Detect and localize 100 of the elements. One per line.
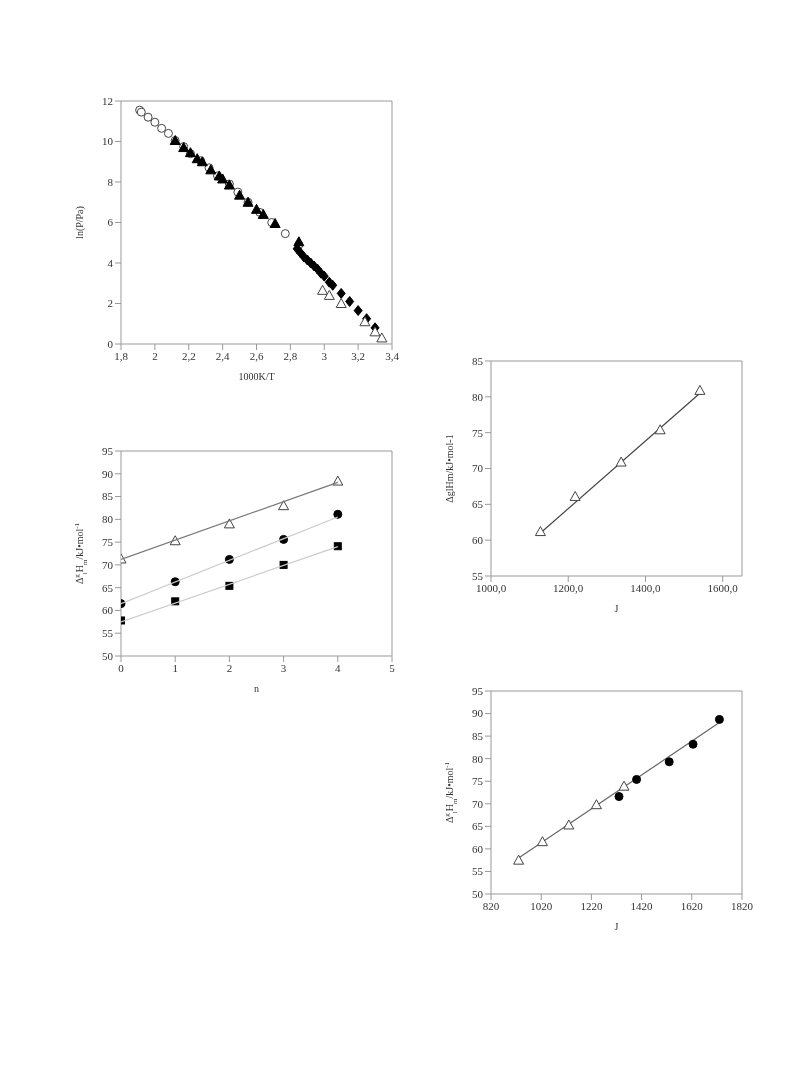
x-tick-label: 1820 <box>731 899 754 912</box>
x-tick-label: 1620 <box>680 899 704 912</box>
y-tick-label: 80 <box>102 513 114 526</box>
y-tick-label: 55 <box>472 569 484 582</box>
x-tick-label: 1000,0 <box>475 581 507 594</box>
point <box>569 490 581 501</box>
y-tick-label: 55 <box>472 865 484 878</box>
point <box>223 518 235 529</box>
y-tick-label: 90 <box>102 467 114 480</box>
y-tick-label: 60 <box>472 842 484 855</box>
x-tick-label: 2,2 <box>181 349 196 362</box>
point <box>336 287 346 299</box>
x-tick-label: 1,8 <box>114 349 129 362</box>
point <box>317 284 329 295</box>
y-tick-label: 70 <box>472 797 484 810</box>
point <box>217 173 229 184</box>
point <box>513 854 525 865</box>
x-tick-label: 3,2 <box>351 349 365 362</box>
y-tick-label: 10 <box>102 135 114 148</box>
point <box>376 332 388 343</box>
point <box>590 799 602 810</box>
y-tick-label: 85 <box>472 354 484 367</box>
x-tick-label: 5 <box>389 661 396 674</box>
x-tick-label: 4 <box>335 661 342 674</box>
x-axis-title: n <box>254 683 259 694</box>
point <box>654 424 666 435</box>
y-tick-label: 75 <box>102 536 114 549</box>
x-tick-label: 1 <box>172 661 178 674</box>
point <box>335 298 347 308</box>
point <box>323 289 335 300</box>
point <box>618 780 630 791</box>
y-tick-label: 70 <box>102 558 114 571</box>
y-tick-label: 85 <box>102 490 114 503</box>
point <box>694 384 706 395</box>
y-tick-label: 55 <box>102 627 114 640</box>
point <box>150 117 160 127</box>
x-axis-title: J <box>614 603 619 614</box>
x-tick-label: 2,6 <box>249 349 264 362</box>
y-tick-label: 12 <box>102 94 113 107</box>
y-tick-label: 75 <box>472 775 484 788</box>
x-tick-label: 2 <box>226 661 233 674</box>
point <box>632 774 642 784</box>
point <box>328 279 338 291</box>
x-tick-label: 820 <box>482 899 500 912</box>
point <box>353 305 363 317</box>
point <box>269 218 281 229</box>
x-tick-label: 3,4 <box>385 349 400 362</box>
y-tick-label: 50 <box>102 649 114 662</box>
y-tick-label: 2 <box>107 297 113 310</box>
point <box>563 819 575 830</box>
x-tick-label: 2,8 <box>283 349 298 362</box>
point <box>688 739 698 749</box>
y-tick-label: 8 <box>107 175 114 188</box>
y-tick-label: 70 <box>472 462 484 475</box>
y-tick-label: 80 <box>472 390 484 403</box>
x-tick-label: 3 <box>280 661 287 674</box>
point <box>333 509 343 519</box>
x-tick-label: 1200,0 <box>553 581 584 594</box>
point <box>257 208 269 219</box>
y-tick-label: 90 <box>472 707 484 720</box>
point <box>369 326 381 337</box>
y-tick-label: 65 <box>102 581 114 594</box>
y-axis-title: ΔglHm/kJ•mol-1 <box>444 434 455 503</box>
point <box>163 128 173 138</box>
point <box>534 526 546 537</box>
x-tick-label: 2,4 <box>215 349 230 362</box>
point <box>157 123 167 133</box>
x-tick-label: 1400,0 <box>630 581 662 594</box>
point <box>278 500 290 511</box>
x-tick-label: 3 <box>321 349 328 362</box>
x-tick-label: 1600,0 <box>707 581 739 594</box>
y-tick-label: 85 <box>472 730 484 743</box>
x-tick-label: 1020 <box>530 899 553 912</box>
x-tick-label: 0 <box>118 661 125 674</box>
point <box>345 295 355 307</box>
point <box>143 112 153 122</box>
x-tick-label: 2 <box>152 349 158 362</box>
point <box>251 203 262 214</box>
point <box>536 836 548 847</box>
y-tick-label: 65 <box>472 820 484 833</box>
point <box>714 714 724 724</box>
point <box>664 757 674 767</box>
y-tick-label: 75 <box>472 426 484 439</box>
y-tick-label: 95 <box>102 444 114 457</box>
y-tick-label: 65 <box>472 498 484 511</box>
x-tick-label: 1220 <box>580 899 603 912</box>
y-tick-label: 4 <box>107 256 114 269</box>
y-tick-label: 95 <box>472 684 484 697</box>
point <box>614 792 624 802</box>
y-tick-label: 60 <box>472 534 484 547</box>
y-tick-label: 60 <box>102 604 114 617</box>
point <box>280 229 290 239</box>
y-tick-label: 0 <box>107 337 114 350</box>
y-tick-label: 6 <box>107 216 114 229</box>
x-tick-label: 1420 <box>630 899 654 912</box>
x-axis-title: J <box>614 921 619 932</box>
point <box>615 456 627 467</box>
x-axis-title: 1000K/T <box>238 371 275 382</box>
y-tick-label: 50 <box>472 887 484 900</box>
y-axis-title: ln(P/Pa) <box>74 206 86 239</box>
